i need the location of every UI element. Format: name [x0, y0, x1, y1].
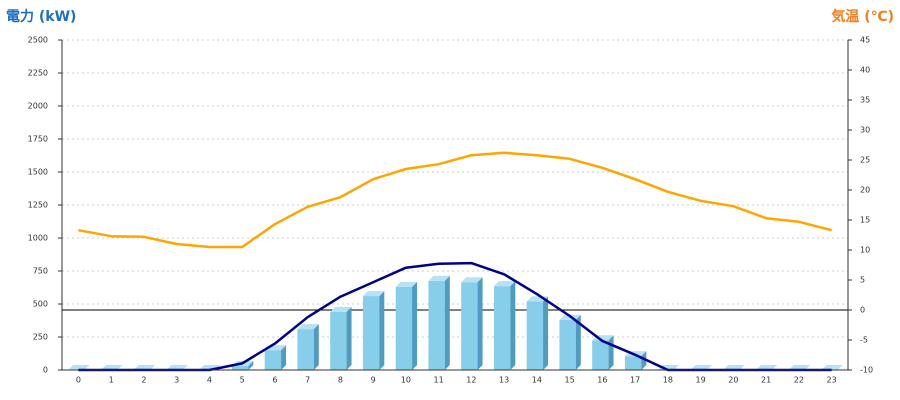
y-axis-title: 電力 (kW) — [6, 8, 76, 25]
x-tick-label: 22 — [794, 376, 804, 385]
bar-side — [281, 345, 287, 370]
x-tick-label: 21 — [761, 376, 771, 385]
y-tick-label: 1500 — [28, 168, 48, 177]
bar-front — [395, 286, 413, 370]
bar-side — [510, 281, 516, 370]
bar-side — [248, 361, 254, 370]
bar-top — [395, 281, 418, 287]
x-tick-label: 10 — [401, 376, 411, 385]
x-tick-label: 19 — [696, 376, 706, 385]
bar-side — [379, 291, 385, 370]
x-tick-label: 23 — [827, 376, 837, 385]
bar-side — [346, 306, 352, 370]
bar-front — [592, 340, 609, 370]
y2-tick-label: 20 — [860, 186, 870, 195]
x-tick-label: 13 — [499, 376, 509, 385]
bar-side — [575, 314, 581, 370]
x-tick-label: 18 — [663, 376, 673, 385]
y2-tick-label: 40 — [860, 66, 870, 75]
x-tick-label: 11 — [434, 376, 444, 385]
y-tick-label: 250 — [33, 333, 48, 342]
bar-side — [641, 351, 647, 370]
x-tick-label: 4 — [207, 376, 212, 385]
y-tick-label: 1000 — [28, 234, 48, 243]
bar-side — [477, 277, 483, 370]
bar-front — [231, 366, 249, 370]
x-tick-label: 16 — [597, 376, 607, 385]
y2-tick-label: -10 — [860, 366, 873, 375]
y-tick-label: 750 — [33, 267, 48, 276]
x-tick-label: 3 — [174, 376, 179, 385]
y-tick-label: 1750 — [28, 135, 48, 144]
bar-top — [297, 324, 319, 330]
bar-side — [444, 275, 450, 370]
x-tick-label: 9 — [371, 376, 376, 385]
y2-tick-label: 25 — [860, 156, 870, 165]
x-tick-label: 1 — [109, 376, 114, 385]
bar-side — [313, 324, 319, 370]
y-tick-label: 1250 — [28, 201, 48, 210]
y2-tick-label: 15 — [860, 216, 870, 225]
y-tick-label: 500 — [33, 300, 48, 309]
bar-front — [330, 311, 347, 370]
bar-front — [624, 356, 642, 370]
x-tick-label: 7 — [305, 376, 310, 385]
bar-front — [264, 350, 282, 370]
bar-side — [543, 296, 549, 370]
x-tick-label: 20 — [728, 376, 738, 385]
x-tick-label: 0 — [76, 376, 81, 385]
x-tick-label: 14 — [532, 376, 542, 385]
bar-front — [493, 286, 511, 370]
bar-front — [297, 329, 314, 370]
y-tick-label: 2500 — [28, 36, 48, 45]
y-tick-label: 2250 — [28, 69, 48, 78]
x-tick-label: 15 — [565, 376, 575, 385]
y-tick-label: 0 — [43, 366, 48, 375]
bar-top — [493, 281, 516, 287]
line-series — [78, 261, 832, 372]
y2-tick-label: 30 — [860, 126, 870, 135]
bar-top — [362, 291, 385, 297]
y-tick-label: 2000 — [28, 102, 48, 111]
y2-tick-label: -5 — [860, 336, 868, 345]
y2-tick-label: 5 — [860, 276, 865, 285]
bar-front — [559, 319, 576, 370]
x-tick-label: 8 — [338, 376, 343, 385]
x-tick-label: 17 — [630, 376, 640, 385]
bar-side — [412, 281, 418, 370]
bar-front — [428, 280, 445, 370]
bar-front — [461, 282, 478, 370]
bar-front — [362, 296, 380, 370]
bar-top — [461, 277, 483, 283]
line-series — [78, 151, 832, 249]
bar-side — [608, 335, 614, 370]
x-tick-label: 2 — [141, 376, 146, 385]
bar-front — [526, 301, 544, 370]
y2-tick-label: 0 — [860, 306, 865, 315]
bar-top — [428, 275, 450, 281]
y2-tick-label: 10 — [860, 246, 870, 255]
y2-tick-label: 35 — [860, 96, 870, 105]
x-tick-label: 12 — [466, 376, 476, 385]
y2-axis-title: 気温 (℃) — [831, 8, 894, 25]
y2-tick-label: 45 — [860, 36, 870, 45]
bar-top — [330, 306, 352, 312]
x-tick-label: 5 — [240, 376, 245, 385]
x-tick-label: 6 — [272, 376, 277, 385]
